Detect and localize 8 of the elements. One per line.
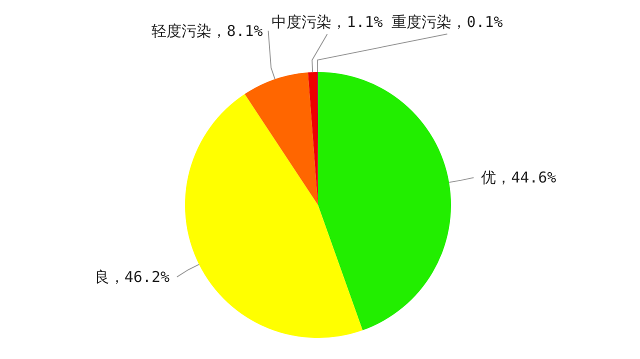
slice-label: 重度污染，0.1% [392,13,503,31]
pie-slice [244,72,318,205]
slice-label: 优，44.6% [481,168,556,187]
slice-label: 轻度污染，8.1% [152,22,263,40]
pie-slice [185,94,363,338]
pie-slice [318,72,451,330]
slice-label: 良，46.2% [94,268,170,286]
slice-label: 中度污染，1.1% [272,13,383,32]
